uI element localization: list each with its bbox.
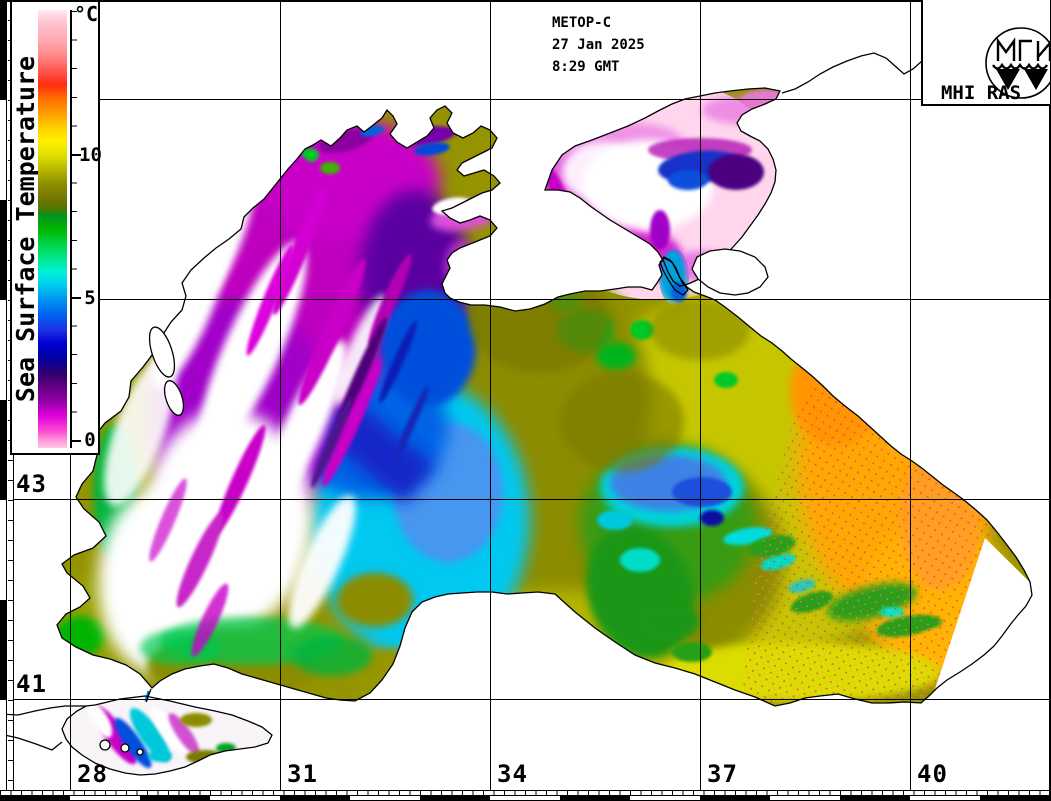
colorbar-gradient bbox=[38, 10, 67, 448]
colorbar-tick-10 bbox=[72, 154, 81, 156]
graticule bbox=[14, 0, 1049, 790]
colorbar-tick-5 bbox=[72, 297, 81, 299]
colorbar-label-0: 0 bbox=[84, 429, 96, 451]
frame-top bbox=[0, 0, 1051, 2]
frame-right bbox=[1049, 0, 1051, 801]
lat-label-41: 41 bbox=[16, 670, 47, 698]
acquisition-time: 8:29 GMT bbox=[552, 59, 620, 75]
bottom-tick-ruler bbox=[0, 790, 1051, 796]
lon-label-37: 37 bbox=[707, 760, 738, 788]
lat-label-43: 43 bbox=[16, 470, 47, 498]
left-checker-border bbox=[0, 0, 7, 790]
colorbar-axis-line bbox=[70, 10, 72, 448]
colorbar-label-10: 10 bbox=[79, 144, 102, 166]
lon-label-34: 34 bbox=[497, 760, 528, 788]
bottom-checker-border bbox=[0, 796, 1051, 801]
colorbar-title: Sea Surface Temperature bbox=[11, 55, 40, 403]
colorbar-label-5: 5 bbox=[84, 287, 96, 309]
acquisition-date: 27 Jan 2025 bbox=[552, 37, 645, 53]
coastlines bbox=[0, 38, 1050, 776]
organization-name: MHI RAS bbox=[940, 82, 1022, 104]
satellite-name: METOP-C bbox=[552, 15, 612, 31]
lon-label-40: 40 bbox=[917, 760, 948, 788]
lon-label-28: 28 bbox=[77, 760, 108, 788]
colorbar-tick-0 bbox=[72, 440, 81, 442]
logo-panel bbox=[921, 0, 1051, 106]
colorbar-unit: °C bbox=[74, 2, 99, 26]
colorbar-minor-ticks bbox=[72, 11, 77, 443]
mhi-ras-logo-icon bbox=[984, 27, 1051, 99]
lon-label-31: 31 bbox=[287, 760, 318, 788]
